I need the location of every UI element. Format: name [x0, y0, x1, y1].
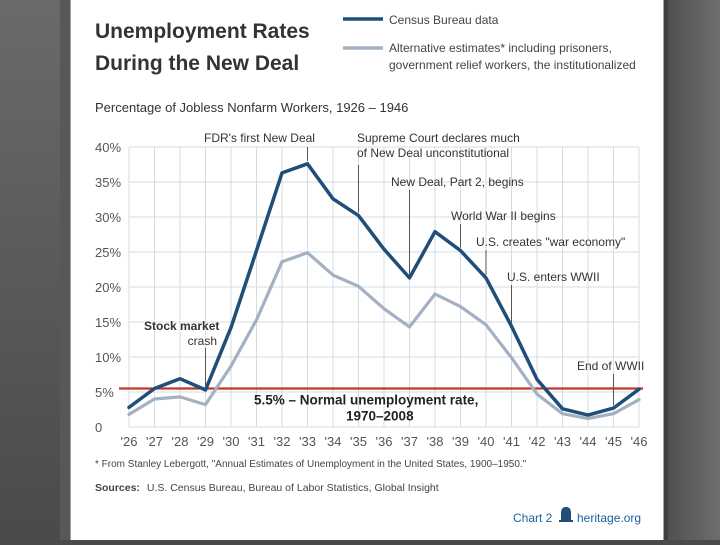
y-tick-label: 15%	[95, 315, 121, 330]
reference-label-line1: 5.5% – Normal unemployment rate,	[254, 393, 478, 408]
reference-label-line2: 1970–2008	[346, 409, 414, 424]
x-tick-label: '46	[631, 434, 648, 449]
x-tick-label: '31	[248, 434, 265, 449]
brand-label: heritage.org	[577, 511, 641, 525]
y-tick-label: 30%	[95, 210, 121, 225]
x-tick-label: '40	[478, 434, 495, 449]
annotation-label: Stock market	[144, 319, 219, 333]
chart-title-line1: Unemployment Rates	[95, 20, 310, 43]
x-tick-label: '45	[605, 434, 622, 449]
reference-line-layer: 5.5% – Normal unemployment rate,1970–200…	[119, 389, 643, 424]
x-tick-label: '38	[427, 434, 444, 449]
chart-svg: Unemployment Rates During the New Deal C…	[71, 0, 663, 540]
annotation-label: of New Deal unconstitutional	[357, 146, 509, 160]
x-tick-label: '34	[325, 434, 342, 449]
x-tick-label: '33	[299, 434, 316, 449]
y-tick-label: 0	[95, 420, 102, 435]
x-tick-label: '35	[350, 434, 367, 449]
x-tick-label: '42	[529, 434, 546, 449]
chart-subtitle: Percentage of Jobless Nonfarm Workers, 1…	[95, 100, 408, 115]
sources-label: Sources:	[95, 482, 140, 494]
y-tick-label: 40%	[95, 140, 121, 155]
chart-panel: Unemployment Rates During the New Deal C…	[70, 0, 664, 540]
annotation-label: FDR's first New Deal	[204, 131, 315, 145]
sources-line: Sources: U.S. Census Bureau, Bureau of L…	[95, 482, 439, 494]
x-tick-label: '43	[554, 434, 571, 449]
annotation-label: U.S. creates "war economy"	[476, 235, 625, 249]
x-tick-label: '30	[223, 434, 240, 449]
x-tick-label: '37	[401, 434, 418, 449]
annotation-label: crash	[188, 334, 217, 348]
legend-label-alternative-line1: Alternative estimates* including prisone…	[389, 41, 612, 55]
x-tick-label: '44	[580, 434, 597, 449]
y-tick-label: 5%	[95, 385, 114, 400]
x-tick-label: '36	[376, 434, 393, 449]
annotation-label: U.S. enters WWII	[507, 270, 600, 284]
x-tick-label: '32	[274, 434, 291, 449]
legend-label-census: Census Bureau data	[389, 13, 499, 27]
y-tick-label: 35%	[95, 175, 121, 190]
annotation-label: Supreme Court declares much	[357, 131, 520, 145]
sources-text: U.S. Census Bureau, Bureau of Labor Stat…	[147, 482, 439, 494]
annotation-label: New Deal, Part 2, begins	[391, 175, 524, 189]
annotation-label: End of WWII	[577, 359, 644, 373]
chart-title-line2: During the New Deal	[95, 52, 299, 75]
right-border	[668, 0, 720, 540]
x-tick-label: '39	[452, 434, 469, 449]
x-tick-label: '28	[172, 434, 189, 449]
y-tick-label: 20%	[95, 280, 121, 295]
x-tick-label: '29	[197, 434, 214, 449]
y-tick-label: 10%	[95, 350, 121, 365]
bell-icon	[559, 507, 573, 522]
legend-label-alternative-line2: government relief workers, the instituti…	[389, 58, 636, 72]
x-tick-label: '27	[146, 434, 163, 449]
left-border	[0, 0, 60, 540]
footnote: * From Stanley Lebergott, "Annual Estima…	[95, 459, 527, 470]
y-tick-label: 25%	[95, 245, 121, 260]
chart-number: Chart 2	[513, 511, 553, 525]
x-tick-label: '41	[503, 434, 520, 449]
annotation-label: World War II begins	[451, 209, 556, 223]
x-tick-label: '26	[121, 434, 138, 449]
